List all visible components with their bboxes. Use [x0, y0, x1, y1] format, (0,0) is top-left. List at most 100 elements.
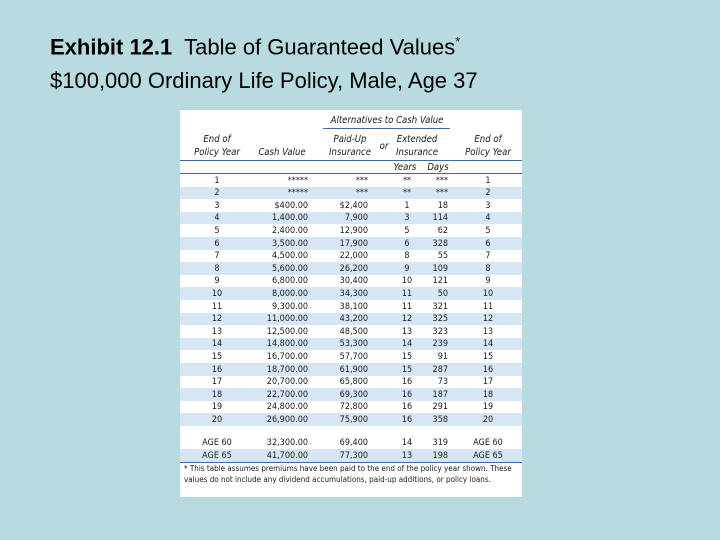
- table-cell: 10: [482, 288, 494, 299]
- table-cell: 15: [401, 364, 413, 375]
- table-cell: 18: [211, 389, 223, 400]
- table-cell: 14: [211, 339, 223, 350]
- table-cell: 22,700.00: [266, 389, 308, 400]
- table-cell: 8: [404, 251, 410, 262]
- table-cell: 2,400.00: [271, 225, 308, 236]
- subtitle: $100,000 Ordinary Life Policy, Male, Age…: [50, 68, 478, 93]
- table-cell: 5,600.00: [271, 263, 308, 274]
- table-cell: ***: [435, 175, 448, 186]
- table-cell: 41,700.00: [266, 450, 308, 461]
- table-cell: $2,400: [339, 200, 368, 211]
- column-header: Insurance: [329, 147, 371, 158]
- table-cell: 19: [211, 402, 223, 413]
- table-cell: 319: [432, 438, 448, 448]
- column-header: Policy Year: [465, 147, 511, 158]
- table-cell: AGE 60: [202, 438, 232, 448]
- row-stripe: [180, 337, 522, 351]
- table-cell: 13: [401, 326, 413, 337]
- table-cell: 358: [432, 414, 448, 425]
- table-cell: 53,300: [339, 339, 368, 350]
- table-cell: 24,800.00: [266, 402, 308, 413]
- table-cell: 62: [437, 225, 448, 236]
- table-cell: 32,300.00: [266, 438, 308, 448]
- table-cell: 18,700.00: [266, 364, 308, 375]
- table-cell: 73: [437, 377, 448, 388]
- table-cell: 43,200: [339, 314, 368, 325]
- table-cell: 19: [482, 402, 494, 413]
- table-cell: 14: [482, 339, 494, 350]
- table-cell: 6: [404, 238, 410, 249]
- table-cell: 7: [214, 251, 220, 262]
- table-cell: 4: [485, 213, 491, 224]
- table-cell: 5: [214, 225, 220, 236]
- table-cell: ***: [435, 188, 448, 199]
- table-cell: 114: [432, 213, 448, 224]
- table-cell: $400.00: [274, 200, 308, 211]
- column-header: Paid-Up: [333, 134, 367, 145]
- table-cell: 1,400.00: [271, 213, 308, 224]
- table-cell: 325: [432, 314, 448, 325]
- table-cell: AGE 65: [473, 450, 503, 461]
- table-cell: 121: [432, 276, 448, 287]
- row-stripe: [180, 186, 522, 200]
- table-cell: 4,500.00: [271, 251, 308, 262]
- table-cell: 13: [401, 450, 413, 461]
- table-cell: 291: [432, 402, 448, 413]
- row-stripe: [180, 388, 522, 401]
- row-stripe: [180, 287, 522, 300]
- table-cell: 287: [432, 364, 448, 375]
- table-cell: 11: [211, 301, 223, 312]
- row-stripe: [180, 312, 522, 326]
- table-cell: 1: [214, 175, 220, 186]
- table-cell: 26,200: [339, 263, 368, 274]
- table-cell: 3: [404, 213, 410, 224]
- column-header: Insurance: [396, 147, 438, 158]
- column-header: End of: [474, 134, 502, 145]
- table-cell: 4: [214, 213, 220, 224]
- table-cell: 38,100: [339, 301, 368, 312]
- column-header: End of: [203, 134, 231, 145]
- table-cell: 321: [432, 301, 448, 312]
- table-cell: 5: [404, 225, 410, 236]
- table-cell: 11,000.00: [266, 314, 308, 325]
- table-cell: 12,500.00: [266, 326, 308, 337]
- table-cell: 5: [485, 225, 491, 236]
- table-cell: 13: [482, 326, 494, 337]
- table-cell: 11: [401, 301, 413, 312]
- table-cell: *****: [287, 175, 308, 186]
- table-cell: 20,700.00: [266, 377, 308, 388]
- row-stripe: [180, 262, 522, 275]
- table-cell: AGE 60: [473, 438, 503, 448]
- table-cell: 16: [401, 402, 413, 413]
- table-cell: 9: [485, 276, 491, 287]
- table-cell: 34,300: [339, 288, 368, 299]
- rule: [323, 128, 450, 129]
- table-cell: 11: [401, 288, 413, 299]
- table-cell: 323: [432, 326, 448, 337]
- table-cell: 6,800.00: [271, 276, 308, 287]
- table-cell: 9: [214, 276, 220, 287]
- table-cell: *****: [287, 188, 308, 199]
- exhibit-label: Exhibit 12.1: [50, 34, 173, 60]
- table-cell: 6: [485, 238, 491, 249]
- table-cell: ***: [355, 175, 368, 186]
- table-cell: 17: [482, 377, 494, 388]
- table-cell: 26,900.00: [266, 414, 308, 425]
- table-cell: 9,300.00: [271, 301, 308, 312]
- table-cell: 1: [404, 200, 410, 211]
- table-cell: 2: [214, 188, 220, 199]
- column-header: Policy Year: [194, 147, 240, 158]
- table-cell: **: [402, 175, 412, 186]
- table-cell: 7: [485, 251, 491, 262]
- table-cell: 17: [211, 377, 223, 388]
- row-stripe: [180, 211, 522, 225]
- table-cell: 239: [432, 339, 448, 350]
- table-cell: 198: [432, 450, 448, 461]
- table-cell: 15: [211, 351, 223, 362]
- table-cell: 15: [401, 351, 413, 362]
- table-cell: 10: [401, 276, 413, 287]
- row-stripe: [180, 363, 522, 376]
- table-cell: 10: [211, 288, 223, 299]
- table-cell: 1: [485, 175, 491, 186]
- table-cell: 14,800.00: [266, 339, 308, 350]
